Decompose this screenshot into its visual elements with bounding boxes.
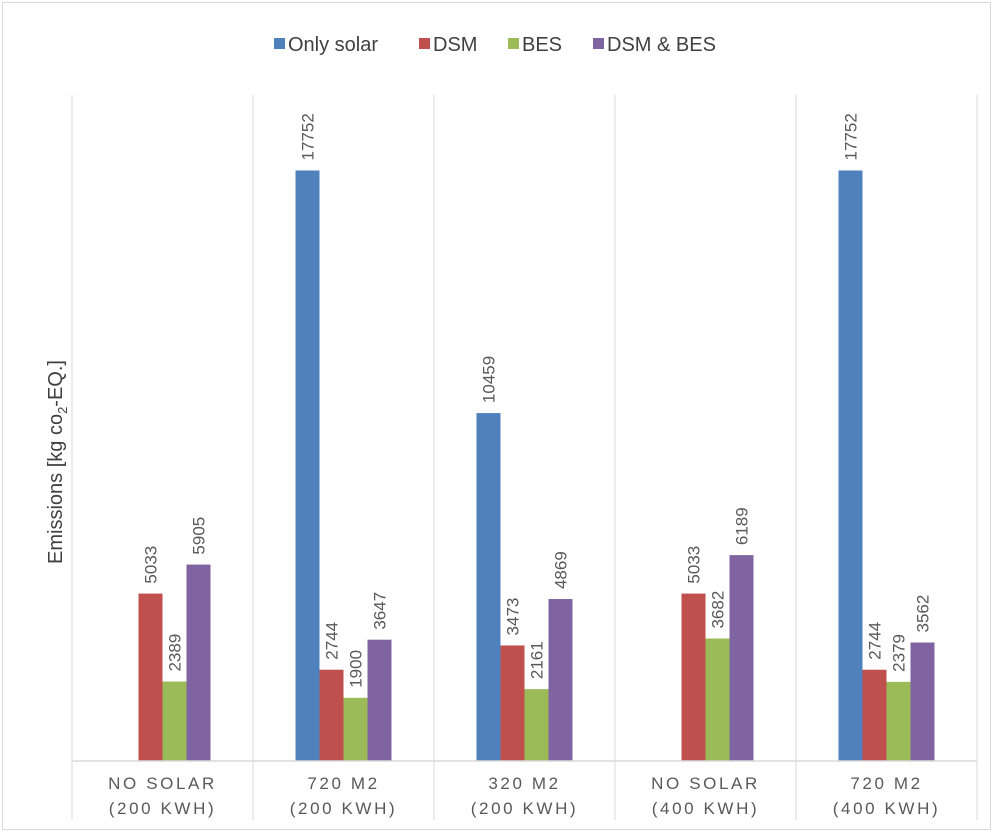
category-separators bbox=[71, 95, 978, 820]
data-label: 10459 bbox=[480, 356, 499, 403]
category-label: 320 M2 bbox=[488, 774, 560, 793]
y-axis-label-main: Emissions [kg co bbox=[45, 414, 67, 564]
legend: Only solar DSM BES DSM & BES bbox=[274, 34, 716, 56]
bar-only-solar bbox=[838, 170, 863, 761]
data-label: 17752 bbox=[842, 113, 861, 160]
bar-dsm bbox=[138, 593, 163, 761]
bar-dsm-bes bbox=[186, 564, 211, 761]
category-label: (400 KWH) bbox=[833, 799, 940, 818]
y-axis-label-tail: -EQ.] bbox=[45, 360, 67, 407]
legend-label: DSM & BES bbox=[607, 34, 716, 56]
category-label: (200 KWH) bbox=[471, 799, 578, 818]
bar-bes bbox=[524, 689, 549, 761]
bars bbox=[138, 170, 935, 761]
y-axis-label-subscript: 2 bbox=[55, 407, 70, 414]
category-label: (200 KWH) bbox=[109, 799, 216, 818]
bar-dsm-bes bbox=[910, 642, 935, 761]
category-label: NO SOLAR bbox=[108, 774, 217, 793]
legend-label: Only solar bbox=[288, 34, 378, 56]
data-label: 2744 bbox=[866, 622, 885, 660]
legend-swatch bbox=[419, 38, 430, 49]
category-label: (200 KWH) bbox=[290, 799, 397, 818]
category-label: 720 M2 bbox=[307, 774, 379, 793]
bar-dsm bbox=[319, 669, 344, 761]
y-axis-label: Emissions [kg co2-EQ.] bbox=[45, 360, 70, 564]
category-label: NO SOLAR bbox=[651, 774, 760, 793]
bar-only-solar bbox=[476, 413, 501, 761]
data-label: 5033 bbox=[685, 546, 704, 584]
category-labels: NO SOLAR (200 KWH) 720 M2 (200 KWH) 320 M2 (2… bbox=[108, 774, 940, 818]
data-label: 2161 bbox=[528, 641, 547, 679]
legend-swatch bbox=[274, 38, 285, 49]
data-label: 1900 bbox=[347, 650, 366, 688]
legend-label: BES bbox=[522, 34, 562, 56]
data-label: 4869 bbox=[552, 551, 571, 589]
data-label: 5905 bbox=[190, 517, 209, 555]
data-label: 6189 bbox=[733, 507, 752, 545]
data-label: 2379 bbox=[890, 634, 909, 672]
bar-dsm bbox=[681, 593, 706, 761]
category-label: 720 M2 bbox=[850, 774, 922, 793]
data-label: 2744 bbox=[323, 622, 342, 660]
data-label: 5033 bbox=[142, 546, 161, 584]
bar-dsm-bes bbox=[367, 639, 392, 761]
bar-dsm bbox=[500, 645, 525, 761]
data-label: 3682 bbox=[709, 591, 728, 629]
bar-bes bbox=[343, 697, 368, 761]
bar-bes bbox=[162, 681, 187, 761]
category-label: (400 KWH) bbox=[652, 799, 759, 818]
legend-swatch bbox=[593, 38, 604, 49]
data-label: 3647 bbox=[371, 592, 390, 630]
legend-swatch bbox=[508, 38, 519, 49]
bar-dsm bbox=[862, 669, 887, 761]
data-label: 3562 bbox=[914, 595, 933, 633]
data-label: 17752 bbox=[299, 113, 318, 160]
bar-bes bbox=[886, 681, 911, 761]
bar-dsm-bes bbox=[729, 555, 754, 761]
data-label: 2389 bbox=[166, 634, 185, 672]
bar-bes bbox=[705, 638, 730, 761]
bar-only-solar bbox=[295, 170, 320, 761]
bar-dsm-bes bbox=[548, 599, 573, 761]
data-labels: 5033 2389 5905 17752 2744 1900 3647 10459 3473 21… bbox=[142, 113, 933, 688]
legend-label: DSM bbox=[433, 34, 477, 56]
data-label: 3473 bbox=[504, 598, 523, 636]
